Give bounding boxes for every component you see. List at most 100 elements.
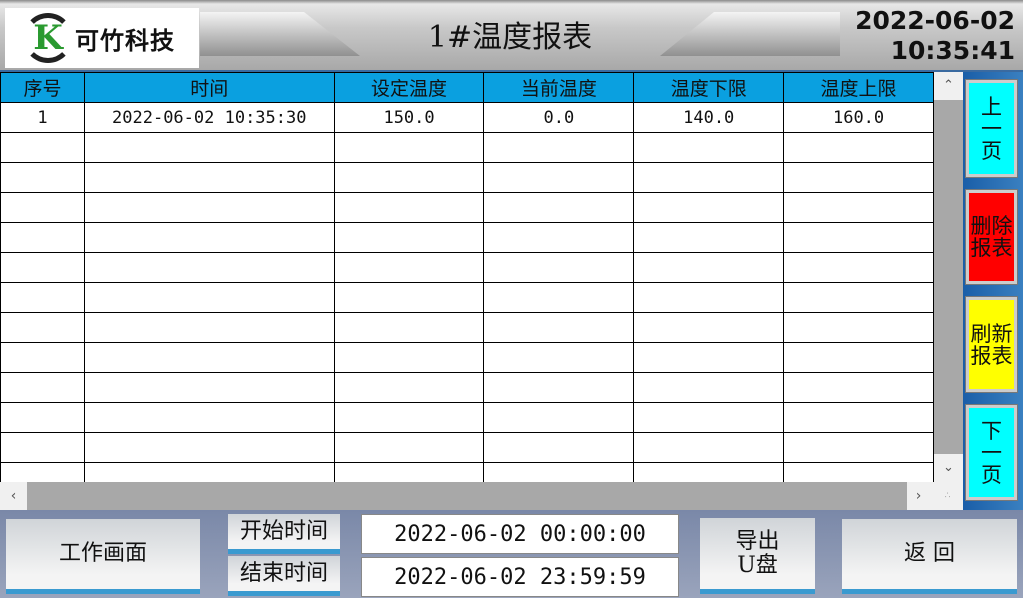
table-cell	[483, 222, 635, 253]
table-cell	[633, 252, 785, 283]
table-cell	[783, 132, 934, 163]
table-row-empty[interactable]	[0, 342, 934, 373]
start-time-label: 开始时间	[228, 514, 340, 554]
table-cell	[333, 402, 485, 433]
delete-report-button[interactable]: 删除 报表	[966, 190, 1017, 284]
work-screen-button[interactable]: 工作画面	[6, 519, 200, 594]
current-date: 2022-06-02	[855, 6, 1015, 35]
table-row-empty[interactable]	[0, 252, 934, 283]
logo-mark: K	[23, 13, 73, 63]
table-cell: 160.0	[783, 102, 934, 133]
table-row-empty[interactable]	[0, 312, 934, 343]
end-time-field[interactable]: 2022-06-02 23:59:59	[361, 557, 679, 597]
table-row-empty[interactable]	[0, 162, 934, 193]
table-cell	[0, 282, 85, 313]
table-cell	[83, 222, 335, 253]
table-cell	[333, 222, 485, 253]
column-header: 序号	[0, 72, 85, 103]
page-title: 1#温度报表	[427, 20, 593, 55]
table-cell: 0.0	[483, 102, 635, 133]
export-usb-button[interactable]: 导出 U盘	[700, 518, 815, 594]
table-cell	[483, 402, 635, 433]
report-table: 序号 时间 设定温度 当前温度 温度下限 温度上限 1 2022-06-02 10:35:3…	[0, 72, 934, 482]
button-label: 上 一 页	[981, 94, 1002, 163]
table-row-empty[interactable]	[0, 132, 934, 163]
table-row-empty[interactable]	[0, 282, 934, 313]
table-cell	[483, 372, 635, 403]
start-time-field[interactable]: 2022-06-02 00:00:00	[361, 514, 679, 554]
table-cell	[783, 192, 934, 223]
chevron-right-icon[interactable]: ›	[915, 488, 922, 504]
table-cell	[83, 432, 335, 463]
end-time-label: 结束时间	[228, 556, 340, 596]
table-row-empty[interactable]	[0, 222, 934, 253]
column-header: 当前温度	[483, 72, 635, 103]
table-cell	[783, 432, 934, 463]
table-cell: 140.0	[633, 102, 785, 133]
table-row[interactable]: 1 2022-06-02 10:35:30 150.0 0.0 140.0 160.0	[0, 102, 934, 133]
table-cell	[333, 372, 485, 403]
logo-text: 可竹科技	[75, 26, 175, 55]
chevron-down-icon[interactable]: ⌄	[934, 454, 963, 482]
table-cell	[333, 282, 485, 313]
button-label: 刷新 报表	[970, 321, 1013, 368]
table-row-empty[interactable]	[0, 462, 934, 482]
scrollbar-thumb[interactable]	[27, 482, 907, 510]
table-row-empty[interactable]	[0, 372, 934, 403]
table-cell	[633, 372, 785, 403]
table-cell	[333, 252, 485, 283]
column-header: 温度下限	[633, 72, 785, 103]
button-label: 删除 报表	[970, 214, 1013, 260]
table-cell	[0, 252, 85, 283]
table-cell	[483, 162, 635, 193]
table-cell	[633, 402, 785, 433]
table-cell	[483, 132, 635, 163]
header-decoration-left	[200, 12, 360, 56]
vertical-scrollbar[interactable]: ⌃ ⌄	[934, 72, 963, 482]
table-cell	[333, 462, 485, 482]
refresh-report-button[interactable]: 刷新 报表	[966, 297, 1017, 392]
header-decoration-right	[660, 12, 840, 56]
column-header: 时间	[83, 72, 335, 103]
table-cell	[0, 432, 85, 463]
table-cell	[83, 342, 335, 373]
table-cell	[83, 282, 335, 313]
horizontal-scrollbar[interactable]: ‹ › ∴	[0, 482, 963, 510]
table-row-empty[interactable]	[0, 402, 934, 433]
table-cell	[333, 312, 485, 343]
table-cell	[633, 312, 785, 343]
table-cell	[0, 462, 85, 482]
resize-grip-icon: ∴	[944, 491, 951, 501]
table-cell	[83, 312, 335, 343]
table-cell	[633, 342, 785, 373]
table-cell	[783, 402, 934, 433]
table-cell	[483, 312, 635, 343]
table-cell	[783, 312, 934, 343]
table-row-empty[interactable]	[0, 432, 934, 463]
table-cell	[0, 222, 85, 253]
table-cell	[0, 372, 85, 403]
next-page-button[interactable]: 下 一 页	[966, 405, 1017, 500]
table-cell	[483, 432, 635, 463]
table-cell	[83, 372, 335, 403]
bottom-bar: 工作画面 开始时间 结束时间 2022-06-02 00:00:00 2022-…	[0, 510, 1023, 598]
table-cell	[333, 162, 485, 193]
chevron-left-icon[interactable]: ‹	[10, 488, 17, 504]
table-cell	[83, 162, 335, 193]
table-cell	[83, 252, 335, 283]
table-cell	[0, 312, 85, 343]
table-cell	[0, 162, 85, 193]
table-row-empty[interactable]	[0, 192, 934, 223]
datetime-display: 2022-06-02 10:35:41	[855, 6, 1015, 66]
back-button[interactable]: 返 回	[842, 519, 1017, 594]
chevron-up-icon[interactable]: ⌃	[934, 72, 963, 100]
table-cell	[783, 162, 934, 193]
table-cell	[483, 192, 635, 223]
table-cell	[633, 282, 785, 313]
table-cell	[633, 222, 785, 253]
table-cell	[633, 192, 785, 223]
prev-page-button[interactable]: 上 一 页	[966, 80, 1017, 177]
table-cell	[483, 282, 635, 313]
table-cell	[0, 402, 85, 433]
column-header: 设定温度	[333, 72, 485, 103]
